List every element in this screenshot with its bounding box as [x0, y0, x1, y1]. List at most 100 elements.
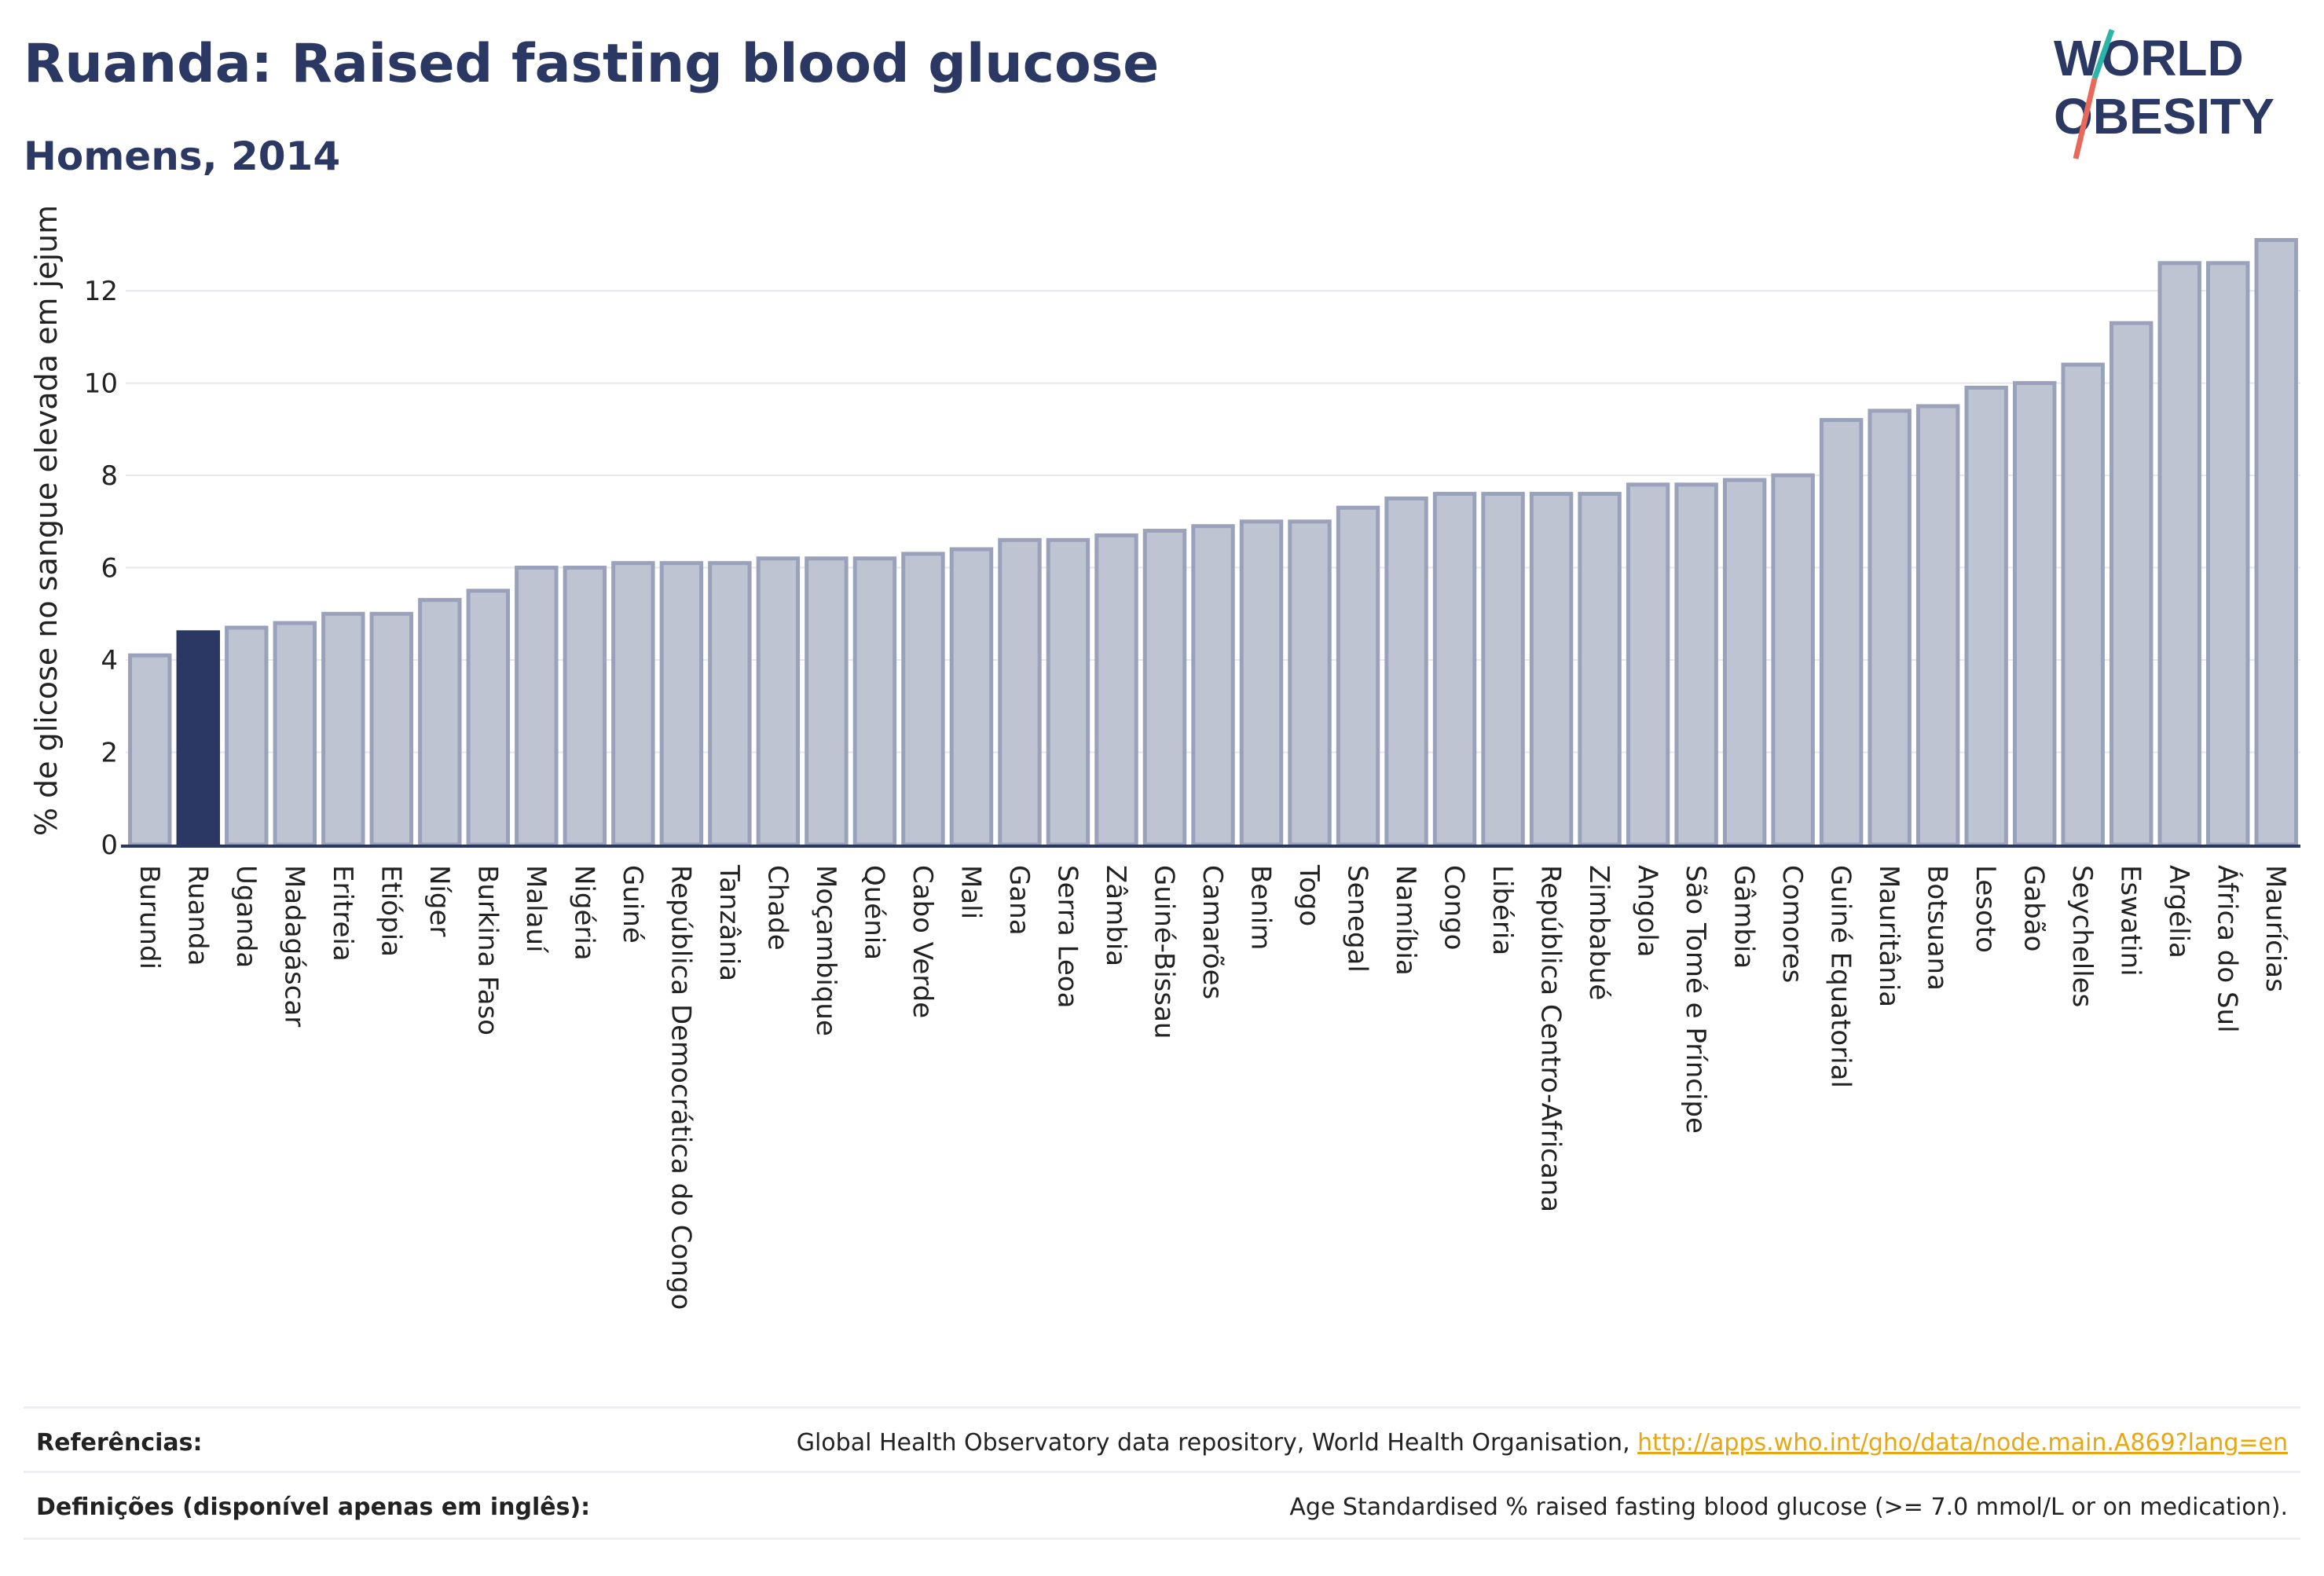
bar-Lesoto[interactable] [1964, 385, 2008, 847]
bar-Burkina Faso[interactable] [466, 588, 511, 847]
x-tick-label: Camarões [1197, 865, 1228, 999]
y-tick-labels: 0 2 4 6 8 10 12 [84, 276, 118, 861]
bar-Malauí[interactable] [515, 566, 559, 847]
x-tick-label: Moçambique [810, 865, 841, 1036]
x-tick-label: Gana [1003, 865, 1035, 936]
bar-Tanzânia[interactable] [708, 561, 752, 847]
bar-Guiné-Bissau[interactable] [1142, 529, 1187, 847]
x-tick-label: Togo [1293, 864, 1325, 926]
x-tick-label: República Democrática do Congo [665, 865, 696, 1310]
x-tick-label: Eritreia [327, 865, 358, 962]
x-tick-label: Eswatini [2115, 865, 2146, 977]
y-tick-label: 2 [101, 738, 118, 769]
bar-Comores[interactable] [1771, 473, 1815, 847]
y-tick-label: 6 [101, 553, 118, 585]
y-tick-label: 12 [84, 276, 118, 307]
references-label: Referências: [36, 1429, 203, 1457]
x-tick-label: Angola [1632, 865, 1663, 957]
bar-Zimbabué[interactable] [1578, 492, 1622, 847]
bar-Guiné[interactable] [611, 561, 655, 847]
bar-República Democrática do Congo[interactable] [659, 561, 704, 847]
bar-Maurícias[interactable] [2254, 237, 2298, 847]
x-tick-label: Mali [955, 865, 986, 919]
bar-Benim[interactable] [1239, 519, 1284, 847]
x-tick-label: Burkina Faso [471, 865, 503, 1035]
x-tick-label: Argélia [2163, 865, 2194, 958]
y-axis-label: % de glicose no sangue elevada em jejum [29, 205, 64, 836]
x-tick-label: República Centro-Africana [1535, 865, 1567, 1212]
x-tick-label: Quénia [858, 865, 889, 960]
x-tick-label: Libéria [1486, 865, 1518, 955]
x-tick-label: Botsuana [1922, 865, 1953, 991]
x-tick-label: Serra Leoa [1051, 865, 1083, 1008]
y-tick-label: 8 [101, 460, 118, 492]
x-tick-label: São Tomé e Príncipe [1680, 865, 1711, 1134]
x-tick-label: Madagáscar [278, 865, 310, 1027]
chart-title: Ruanda: Raised fasting blood glucose [24, 33, 1160, 95]
y-tick-label: 0 [101, 830, 118, 861]
bar-Libéria[interactable] [1481, 492, 1525, 847]
x-tick-label: Níger [423, 865, 455, 936]
bar-Eritreia[interactable] [321, 611, 365, 847]
x-tick-label: Nigéria [568, 865, 599, 961]
bar-Serra Leoa[interactable] [1046, 537, 1091, 847]
bar-Chade[interactable] [756, 556, 801, 847]
definitions-row: Definições (disponível apenas em inglês)… [24, 1471, 2300, 1540]
bar-Gana[interactable] [998, 537, 1042, 847]
bar-República Centro-Africana[interactable] [1529, 492, 1574, 847]
bar-chart: 0 2 4 6 8 10 12 Burundi Ruanda Uganda Madagáscar E… [29, 205, 2300, 1310]
references-row: Referências: Global Health Observatory d… [24, 1406, 2300, 1473]
x-tick-label: África do Sul [2212, 865, 2244, 1033]
x-tick-label: Gabão [2018, 865, 2050, 951]
bar-Gâmbia[interactable] [1722, 478, 1767, 847]
x-tick-label: Malauí [520, 865, 552, 954]
bar-Togo[interactable] [1288, 519, 1332, 847]
bar-Ruanda[interactable] [176, 630, 220, 847]
bar-Burundi[interactable] [128, 653, 172, 847]
bar-Eswatini[interactable] [2109, 321, 2154, 847]
bar-Níger[interactable] [418, 598, 462, 847]
bar-Nigéria[interactable] [563, 566, 607, 847]
bar-Gabão[interactable] [2012, 381, 2057, 847]
definitions-label: Definições (disponível apenas em inglês)… [36, 1494, 591, 1521]
x-tick-labels: Burundi Ruanda Uganda Madagáscar Eritreia Eti… [134, 864, 2291, 1310]
bar-Namíbia[interactable] [1384, 496, 1428, 847]
x-tick-label: Etiópia [375, 865, 406, 957]
x-tick-label: Uganda [230, 865, 262, 968]
bar-São Tomé e Príncipe[interactable] [1674, 482, 1718, 847]
y-tick-label: 10 [84, 368, 118, 400]
bars [128, 237, 2298, 847]
bar-Argélia[interactable] [2157, 261, 2201, 847]
bar-Mauritânia[interactable] [1868, 409, 1912, 847]
x-tick-label: Gâmbia [1728, 865, 1760, 969]
bar-Seychelles[interactable] [2061, 362, 2105, 847]
x-tick-label: Benim [1245, 865, 1277, 950]
bar-Congo[interactable] [1432, 492, 1477, 847]
x-tick-label: Senegal [1342, 865, 1373, 973]
bar-Etiópia[interactable] [369, 611, 414, 847]
references-link[interactable]: http://apps.who.int/gho/data/node.main.A… [1637, 1429, 2288, 1457]
x-tick-label: Guiné-Bissau [1148, 865, 1179, 1039]
x-tick-label: Chade [761, 865, 793, 951]
x-tick-label: Burundi [134, 865, 165, 969]
bar-Botsuana[interactable] [1915, 404, 1960, 847]
x-tick-label: Seychelles [2066, 865, 2098, 1007]
bar-Quénia[interactable] [852, 556, 897, 847]
bar-Cabo Verde[interactable] [901, 552, 945, 847]
definitions-text: Age Standardised % raised fasting blood … [1289, 1494, 2288, 1521]
bar-Madagáscar[interactable] [273, 621, 317, 847]
x-tick-label: Zimbabué [1583, 865, 1615, 1000]
bar-Zâmbia[interactable] [1094, 533, 1138, 847]
bar-Moçambique[interactable] [805, 556, 849, 847]
bar-Mali[interactable] [949, 547, 994, 847]
bar-Senegal[interactable] [1336, 505, 1380, 847]
bar-Camarões[interactable] [1191, 524, 1235, 847]
x-tick-label: Cabo Verde [907, 865, 938, 1018]
bar-África do Sul[interactable] [2206, 261, 2250, 847]
bar-Uganda[interactable] [225, 625, 269, 847]
x-tick-label: Ruanda [181, 865, 213, 966]
bar-Angola[interactable] [1626, 482, 1670, 847]
y-tick-label: 4 [101, 645, 118, 676]
bar-Guiné Equatorial[interactable] [1819, 418, 1864, 847]
references-text: Global Health Observatory data repositor… [796, 1429, 1638, 1457]
